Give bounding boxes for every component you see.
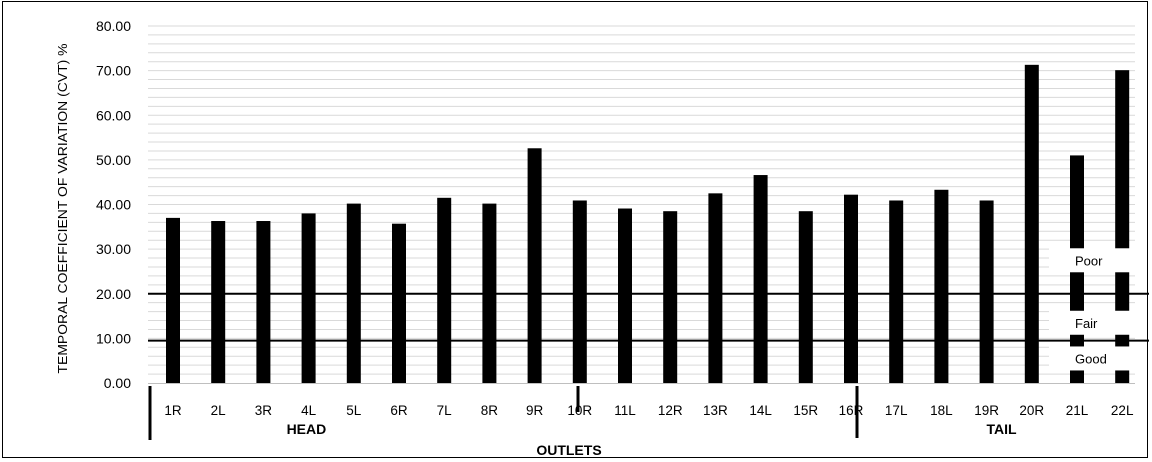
bar: [302, 213, 316, 383]
zone-label: Fair: [1075, 316, 1098, 331]
bar: [754, 175, 768, 383]
x-category-label: 5L: [346, 403, 362, 418]
bar: [437, 198, 451, 383]
y-tick-label: 50.00: [96, 152, 131, 168]
zone-label: Poor: [1075, 253, 1103, 268]
x-category-label: 8R: [481, 403, 499, 418]
y-tick-label: 60.00: [96, 107, 131, 123]
bar: [663, 211, 677, 383]
bar: [618, 209, 632, 383]
x-category-label: 13R: [703, 403, 728, 418]
bar-chart: 0.00 10.00 20.00 30.00 40.00 50.00 60.00 70.00 8…: [3, 2, 1149, 459]
x-category-label: 20R: [1019, 403, 1044, 418]
y-tick-label: 70.00: [96, 63, 131, 79]
zone-label: Good: [1075, 351, 1107, 366]
reference-lines: [148, 294, 1149, 341]
y-tick-label: 0.00: [104, 375, 131, 391]
x-category-label: 18L: [930, 403, 953, 418]
bar: [1025, 65, 1039, 383]
x-category-label: 21L: [1066, 403, 1089, 418]
bar: [166, 218, 180, 383]
x-category-label: 16R: [839, 403, 864, 418]
bar: [211, 221, 225, 383]
bar: [844, 195, 858, 383]
x-category-label: 22L: [1111, 403, 1134, 418]
x-category-label: 7L: [437, 403, 453, 418]
x-category-label: 3R: [255, 403, 273, 418]
bar: [934, 190, 948, 383]
bar: [528, 148, 542, 383]
x-category-label: 2L: [211, 403, 227, 418]
y-tick-label: 40.00: [96, 197, 131, 213]
bar: [573, 200, 587, 383]
x-category-label: 4L: [301, 403, 317, 418]
x-category-label: 1R: [164, 403, 182, 418]
bar: [980, 200, 994, 383]
x-category-label: 9R: [526, 403, 544, 418]
x-category-label: 10R: [567, 403, 592, 418]
bars: [166, 65, 1129, 383]
x-group-label: TAIL: [987, 421, 1018, 437]
y-tick-label: 80.00: [96, 18, 131, 34]
bar: [799, 211, 813, 383]
bar: [889, 200, 903, 383]
bar: [708, 193, 722, 383]
bar: [256, 221, 270, 383]
y-axis-label: TEMPORAL COEFFICIENT OF VARIATION (CVT) …: [55, 43, 70, 373]
bar: [1115, 70, 1129, 383]
x-axis-label: OUTLETS: [536, 442, 601, 458]
y-tick-label: 30.00: [96, 241, 131, 257]
x-category-label: 6R: [390, 403, 408, 418]
x-category-label: 12R: [658, 403, 683, 418]
y-tick-label: 20.00: [96, 286, 131, 302]
y-axis-ticks: 0.00 10.00 20.00 30.00 40.00 50.00 60.00 70.00 8…: [96, 18, 131, 391]
x-category-label: 17L: [885, 403, 908, 418]
y-tick-label: 10.00: [96, 330, 131, 346]
x-category-label: 11L: [614, 403, 636, 418]
x-axis-groups: HEAD TAIL: [287, 421, 1018, 437]
x-axis-categories: 1R 2L 3R 4L 5L 6R 7L 8R 9R 10R 11L 12R 13R 14L 15R 16R 1…: [164, 403, 1134, 418]
x-category-label: 15R: [793, 403, 818, 418]
x-group-label: HEAD: [287, 421, 327, 437]
x-category-label: 14L: [749, 403, 772, 418]
bar: [392, 224, 406, 383]
x-category-label: 19R: [974, 403, 999, 418]
